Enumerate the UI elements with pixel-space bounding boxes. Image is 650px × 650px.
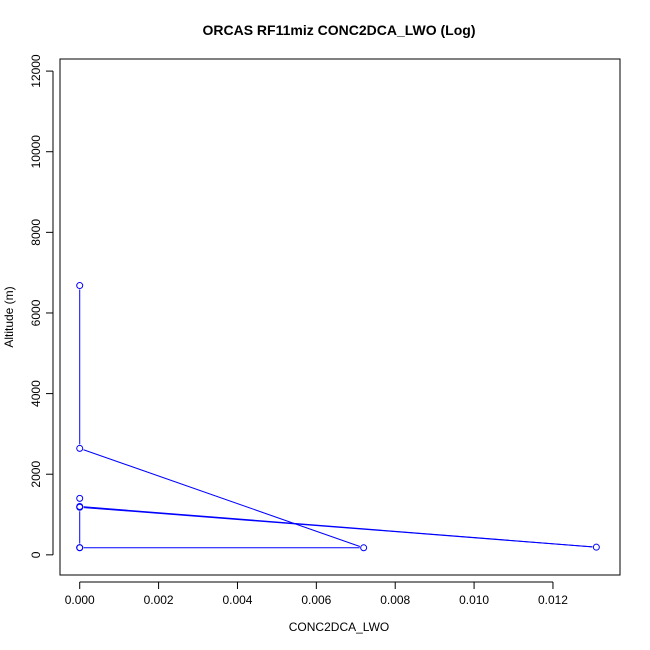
x-tick-label: 0.000 xyxy=(65,593,95,607)
data-point xyxy=(76,444,84,452)
y-tick-label: 12000 xyxy=(29,54,43,88)
x-tick-label: 0.012 xyxy=(538,593,568,607)
x-tick-label: 0.008 xyxy=(380,593,410,607)
x-axis: 0.000 0.002 0.004 0.006 0.008 0.010 0.012 xyxy=(65,581,568,607)
y-tick-label: 8000 xyxy=(29,219,43,246)
x-tick-label: 0.004 xyxy=(222,593,252,607)
x-tick-label: 0.010 xyxy=(459,593,489,607)
series-line-segment xyxy=(83,449,361,547)
y-axis: 0 2000 4000 6000 8000 10000 12000 xyxy=(29,54,54,558)
series-layer xyxy=(76,282,600,552)
series-line-segment xyxy=(83,506,593,548)
data-point xyxy=(360,544,368,552)
y-tick-label: 4000 xyxy=(29,380,43,407)
y-tick-label: 2000 xyxy=(29,461,43,488)
data-point xyxy=(76,282,84,290)
data-point xyxy=(76,544,84,552)
y-tick-label: 10000 xyxy=(29,135,43,169)
x-tick-label: 0.006 xyxy=(301,593,331,607)
y-tick-label: 6000 xyxy=(29,299,43,326)
chart-title: ORCAS RF11miz CONC2DCA_LWO (Log) xyxy=(202,22,475,38)
data-point xyxy=(592,543,600,551)
y-axis-label: Altitude (m) xyxy=(2,286,16,347)
y-tick-label: 0 xyxy=(29,551,43,558)
plot-frame xyxy=(59,58,621,576)
data-point xyxy=(76,502,84,510)
x-axis-label: CONC2DCA_LWO xyxy=(289,620,389,634)
x-tick-label: 0.002 xyxy=(144,593,174,607)
data-point xyxy=(76,494,84,502)
